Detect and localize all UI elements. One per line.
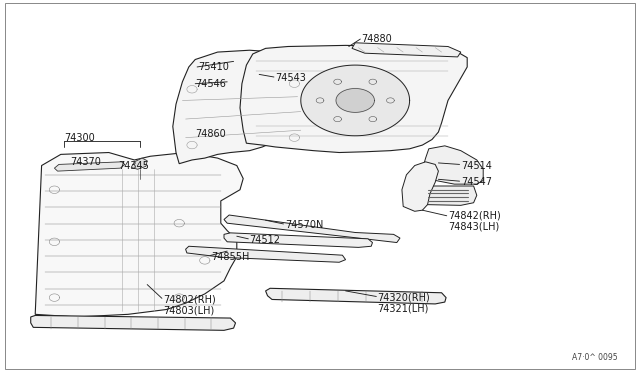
Text: 75410: 75410 bbox=[198, 62, 229, 72]
Polygon shape bbox=[266, 288, 446, 304]
Polygon shape bbox=[186, 246, 346, 262]
Polygon shape bbox=[131, 158, 147, 169]
Text: 74546: 74546 bbox=[195, 79, 226, 89]
Text: 74570N: 74570N bbox=[285, 220, 323, 230]
Polygon shape bbox=[402, 162, 438, 211]
Text: 74855H: 74855H bbox=[211, 252, 250, 262]
Polygon shape bbox=[54, 162, 125, 171]
Text: 74300: 74300 bbox=[64, 133, 95, 142]
Text: 74543: 74543 bbox=[275, 73, 306, 83]
Text: 74802(RH): 74802(RH) bbox=[163, 295, 216, 304]
Text: 74345: 74345 bbox=[118, 161, 149, 170]
Text: 74843(LH): 74843(LH) bbox=[448, 222, 499, 232]
Polygon shape bbox=[422, 146, 483, 184]
Text: 74514: 74514 bbox=[461, 161, 492, 170]
Text: 74842(RH): 74842(RH) bbox=[448, 211, 500, 221]
Text: 74860: 74860 bbox=[195, 129, 226, 139]
Polygon shape bbox=[224, 233, 372, 247]
Text: 74320(RH): 74320(RH) bbox=[378, 293, 430, 302]
Polygon shape bbox=[352, 43, 461, 57]
Polygon shape bbox=[422, 186, 477, 205]
Polygon shape bbox=[224, 215, 400, 243]
Polygon shape bbox=[336, 89, 374, 112]
Text: 74512: 74512 bbox=[250, 235, 280, 245]
Polygon shape bbox=[35, 153, 243, 317]
Text: 74880: 74880 bbox=[362, 34, 392, 44]
Text: 74547: 74547 bbox=[461, 177, 492, 187]
Text: 74370: 74370 bbox=[70, 157, 101, 167]
Polygon shape bbox=[31, 315, 236, 330]
Text: 74803(LH): 74803(LH) bbox=[163, 306, 214, 315]
Polygon shape bbox=[173, 50, 317, 164]
Polygon shape bbox=[240, 45, 467, 153]
Text: A7·0^ 0095: A7·0^ 0095 bbox=[572, 353, 618, 362]
Polygon shape bbox=[301, 65, 410, 136]
Text: 74321(LH): 74321(LH) bbox=[378, 304, 429, 314]
